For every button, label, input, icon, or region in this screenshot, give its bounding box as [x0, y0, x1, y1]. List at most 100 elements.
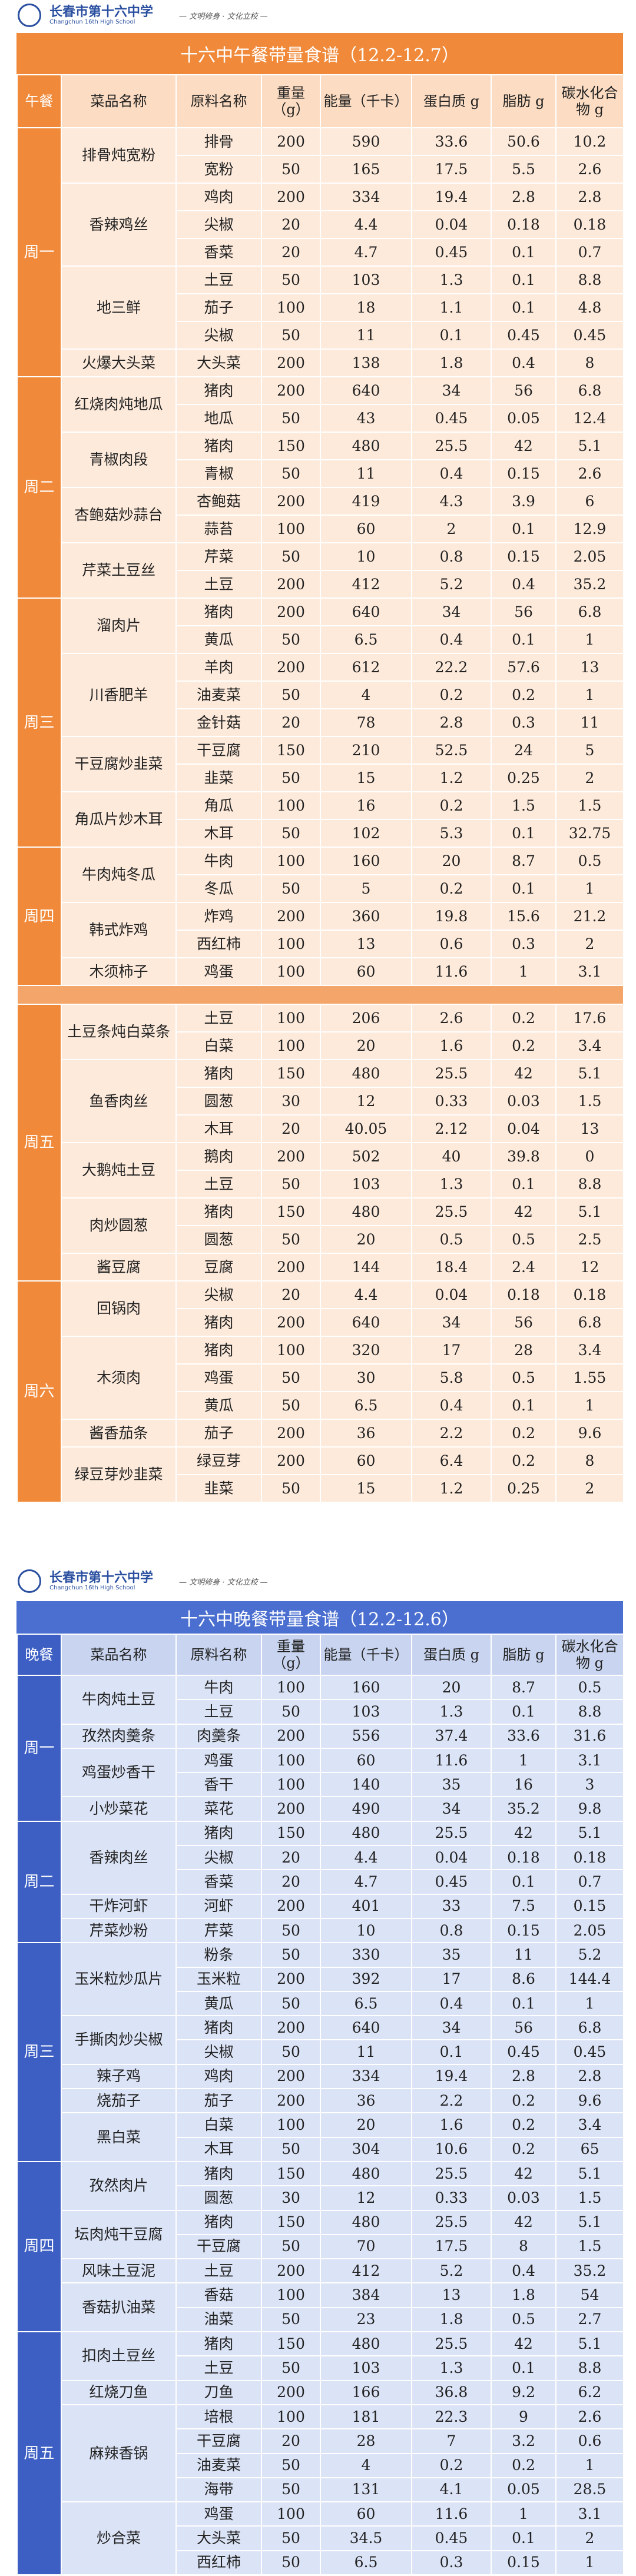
cell: 6.4 [411, 1446, 492, 1475]
cell: 20 [261, 2428, 321, 2454]
cell: 0.45 [411, 1869, 492, 1895]
cell: 20 [320, 1031, 412, 1060]
cell: 50 [261, 680, 321, 709]
cell: 1.6 [411, 1031, 492, 1060]
cell: 20 [261, 210, 321, 239]
cell: 0.15 [491, 459, 556, 488]
cell: 2.6 [555, 459, 624, 488]
cell: 0.8 [411, 542, 492, 571]
data-row: 韭菜 50 15 1.2 0.25 2 [17, 763, 624, 792]
cell: 34 [411, 376, 492, 405]
cell: 芹菜 [175, 1917, 262, 1944]
cell: 0.15 [555, 1893, 624, 1919]
cell: 5.2 [411, 2258, 492, 2284]
data-row: 炒合菜 鸡蛋 100 60 11.6 1 3.1 [17, 2501, 624, 2575]
cell: 河虾 [175, 1893, 262, 1919]
cell: 15 [320, 1474, 412, 1503]
cell: 200 [261, 1966, 321, 1992]
cell: 1.5 [555, 1087, 624, 1116]
cell: 8.8 [555, 265, 624, 294]
dish-name: 牛肉炖土豆 [61, 1675, 177, 1725]
cell: 401 [320, 1893, 412, 1919]
data-row: 周三 溜肉片 猪肉 200 640 34 56 6.8 [16, 597, 624, 848]
cell: 100 [261, 791, 321, 820]
dish-name: 牛肉炖冬瓜 [61, 847, 177, 903]
cell: 50 [261, 819, 321, 848]
data-row: 圆葱 30 12 0.33 0.03 1.5 [17, 2185, 624, 2211]
cell: 100 [261, 1674, 321, 1701]
table-body: 午餐 菜品名称 原料名称 重量（g） 能量（千卡） 蛋白质 g 脂肪 g 碳水化合物 g 周一排… [16, 74, 624, 1503]
cell: 50 [261, 2525, 321, 2551]
data-row: 周五 土豆条炖白菜条 土豆 100 206 2.6 0.2 17.6 [16, 1004, 624, 1282]
cell: 8.8 [555, 1170, 624, 1199]
cell: 0.2 [491, 2452, 556, 2478]
dish-name: 风味土豆泥 [61, 2258, 177, 2284]
cell: 4.7 [320, 1869, 412, 1895]
cell: 5.1 [555, 2160, 624, 2187]
cell: 5.2 [555, 1942, 624, 1968]
cell: 140 [320, 1772, 412, 1798]
cell: 2 [555, 1474, 624, 1503]
data-row: 土豆 50 103 1.3 0.1 8.8 [17, 1170, 624, 1199]
data-row: 油麦菜 50 4 0.2 0.2 1 [17, 2452, 624, 2478]
cell: 100 [261, 2404, 321, 2430]
cell: 角瓜 [175, 791, 262, 820]
cell: 138 [320, 348, 412, 377]
cell: 0.5 [411, 1225, 492, 1254]
data-row: 油麦菜 50 4 0.2 0.2 1 [17, 680, 624, 709]
cell: 200 [261, 487, 321, 516]
cell: 0.45 [555, 2039, 624, 2065]
cell: 13 [411, 2282, 492, 2308]
cell: 30 [320, 1363, 412, 1392]
cell: 50 [261, 459, 321, 488]
dish-name: 玉米粒炒瓜片 [61, 1942, 177, 2017]
cell: 1.3 [411, 1699, 492, 1725]
cell: 圆葱 [175, 1087, 262, 1116]
cell: 0.7 [555, 238, 624, 267]
cell: 1 [555, 680, 624, 709]
cell: 200 [261, 2015, 321, 2041]
cell: 50 [261, 763, 321, 792]
cell: 200 [261, 2379, 321, 2405]
data-row: 风味土豆泥 土豆 200 412 5.2 0.4 35.2 [17, 2258, 624, 2284]
cell: 50 [261, 625, 321, 654]
cell: 1.2 [411, 1474, 492, 1503]
cell: 茄子 [175, 2088, 262, 2114]
cell: 490 [320, 1796, 412, 1822]
cell: 8.7 [491, 1674, 556, 1701]
cell: 豆腐 [175, 1253, 262, 1282]
dish-name: 扣肉土豆丝 [61, 2331, 177, 2381]
cell: 0.8 [411, 1917, 492, 1944]
cell: 50 [261, 874, 321, 903]
cell: 牛肉 [175, 847, 262, 875]
cell: 100 [261, 1336, 321, 1365]
cell: 芹菜 [175, 542, 262, 571]
menu-table: 午餐 菜品名称 原料名称 重量（g） 能量（千卡） 蛋白质 g 脂肪 g 碳水化合物 g 周一排… [16, 74, 624, 1503]
cell: 150 [261, 2331, 321, 2357]
cell: 56 [491, 2015, 556, 2041]
cell: 尖椒 [175, 210, 262, 239]
cell: 0.25 [491, 1474, 556, 1503]
cell: 16 [491, 1772, 556, 1798]
cell: 412 [320, 2258, 412, 2284]
cell: 480 [320, 1820, 412, 1847]
cell: 384 [320, 2282, 412, 2308]
cell: 330 [320, 1942, 412, 1968]
data-row: 木耳 50 102 5.3 0.1 32.75 [17, 819, 624, 848]
cell: 320 [320, 1336, 412, 1365]
cell: 3.4 [555, 1336, 624, 1365]
header-cell: 脂肪 g [491, 1634, 556, 1676]
cell: 21.2 [555, 902, 624, 931]
cell: 36.8 [411, 2379, 492, 2405]
data-row: 茄子 100 18 1.1 0.1 4.8 [17, 293, 624, 322]
cell: 100 [261, 847, 321, 875]
cell: 50 [261, 2039, 321, 2065]
cell: 200 [261, 2258, 321, 2284]
school-name: 长春市第十六中学 [49, 1570, 154, 1585]
cell: 36 [320, 2088, 412, 2114]
cell: 韭菜 [175, 763, 262, 792]
school-name-block: 长春市第十六中学 Changchun 16th High School [49, 1570, 154, 1591]
cell: 200 [261, 2063, 321, 2090]
cell: 5 [320, 874, 412, 903]
cell: 60 [320, 957, 412, 986]
